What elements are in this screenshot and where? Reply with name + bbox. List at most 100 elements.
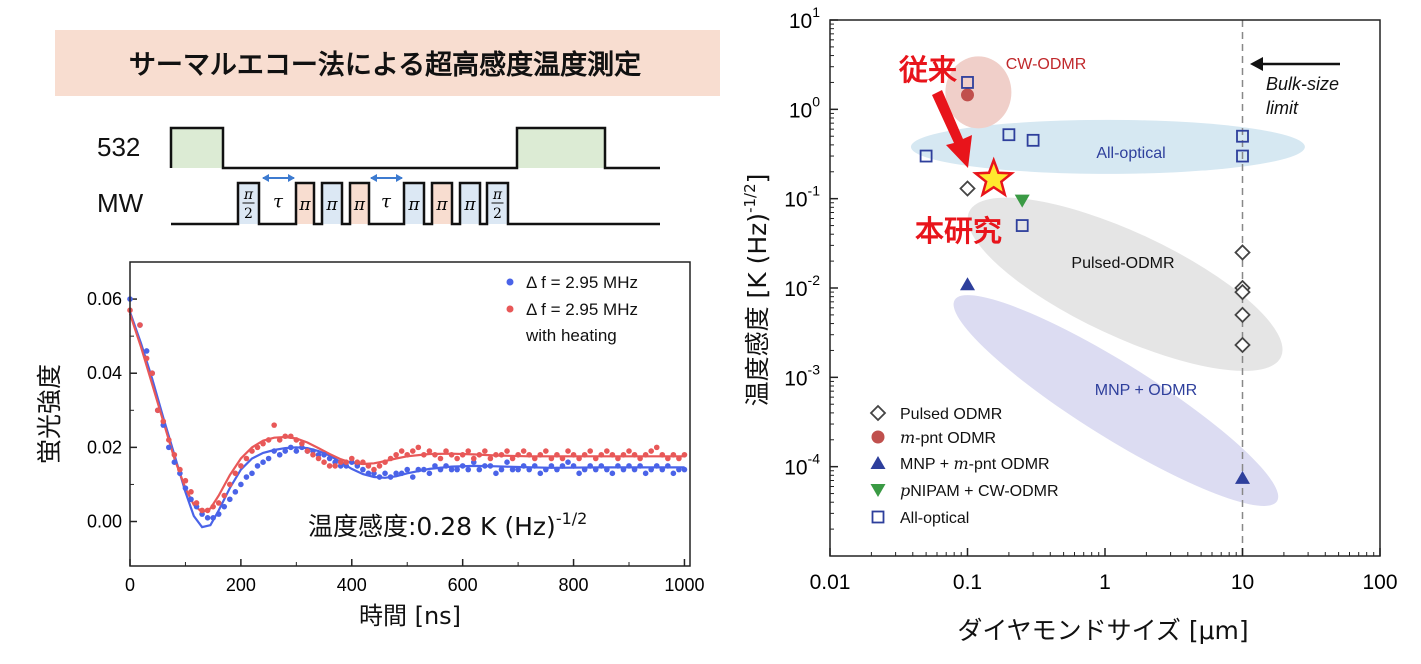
data-point-series-2	[598, 451, 605, 458]
sensitivity-chart: 0.01 0.1 1 10 100 101 100 10-1 10-2 10-3 10-4 CW-O…	[741, 4, 1398, 645]
data-point-series-2	[354, 459, 361, 465]
data-point-series-2	[626, 448, 632, 454]
data-point-series-1	[365, 470, 372, 477]
data-point-series-2	[215, 500, 222, 506]
data-point-series-2	[676, 455, 682, 462]
data-point-series-2	[443, 448, 449, 454]
marker-square-open	[961, 76, 974, 89]
data-point-series-2	[160, 418, 167, 425]
data-point-series-1	[204, 515, 211, 521]
data-point-series-1	[681, 466, 688, 473]
banner: サーマルエコー法による超高感度温度測定	[55, 30, 720, 96]
data-point-series-1	[659, 466, 666, 473]
data-point-series-1	[271, 448, 277, 454]
data-point-series-2	[304, 448, 311, 454]
tau-label-1: τ	[273, 191, 284, 212]
data-point-series-1	[287, 444, 294, 451]
x-tick-label: 800	[559, 575, 589, 595]
marker-diamond-open	[1234, 306, 1251, 324]
data-point-series-2	[360, 459, 366, 465]
data-point-series-1	[543, 466, 549, 473]
legend-label: All-optical	[900, 510, 969, 527]
data-point-series-2	[348, 455, 355, 462]
laser-trace	[169, 126, 660, 170]
mw-pulse-3	[322, 183, 342, 224]
data-point-series-1	[665, 463, 671, 469]
data-point-series-2	[465, 448, 472, 454]
data-point-series-2	[315, 455, 322, 462]
data-point-series-2	[166, 437, 172, 443]
data-point-series-2	[326, 463, 333, 469]
legend-marker-diamond-open	[869, 404, 887, 422]
data-point-series-1	[581, 466, 588, 473]
fit-line-series-1	[128, 311, 685, 529]
mw-pulse-2	[296, 183, 314, 224]
data-point-series-2	[365, 463, 372, 469]
data-point-series-2	[482, 448, 488, 454]
y-tick-label: 0.00	[87, 512, 122, 532]
data-point-series-1	[604, 466, 610, 473]
data-point-series-2	[498, 451, 505, 458]
data-point-series-1	[243, 474, 250, 480]
region-mnp-odmr	[953, 295, 1279, 506]
data-point-series-2	[265, 437, 272, 443]
echo-chart-y-label: 蛍光強度	[35, 364, 64, 464]
data-point-series-1	[620, 466, 627, 473]
data-point-series-1	[676, 466, 682, 473]
data-point-series-1	[443, 463, 449, 469]
marker-diamond-open	[959, 180, 976, 197]
data-point-series-2	[271, 422, 277, 428]
data-point-series-2	[615, 455, 621, 462]
marker-square-open	[1236, 129, 1249, 143]
data-point-series-2	[653, 444, 660, 451]
data-point-series-1	[432, 463, 438, 469]
data-point-series-2	[576, 455, 582, 462]
data-point-series-1	[459, 463, 466, 469]
pi-label: π	[463, 195, 476, 215]
data-point-series-1	[382, 470, 388, 477]
annotation-this-work: 本研究	[915, 214, 1002, 248]
x-tick-label: 0.1	[953, 571, 982, 594]
mw-pulse-labels: π2 π π π π π π π2	[242, 187, 504, 222]
data-point-series-1	[570, 463, 577, 469]
data-point-series-2	[137, 322, 143, 328]
x-tick-label: 400	[337, 575, 367, 595]
data-point-series-2	[421, 451, 427, 458]
data-point-series-2	[509, 455, 516, 462]
data-point-series-1	[642, 470, 649, 477]
marker-square-open	[1026, 133, 1040, 147]
data-point-series-1	[376, 474, 383, 480]
data-point-series-1	[631, 466, 638, 473]
data-point-series-2	[531, 455, 538, 462]
pulse-sequence-diagram: 532 MW π2 π π π π π π π2 τ τ	[97, 126, 660, 226]
data-point-series-2	[426, 448, 433, 454]
data-point-series-2	[537, 451, 544, 458]
marker-square-open	[1236, 149, 1249, 163]
data-point-series-2	[282, 433, 289, 440]
data-point-series-1	[393, 470, 399, 477]
legend-label: pNIPAM + CW-ODMR	[900, 481, 1059, 500]
data-point-series-1	[520, 463, 527, 469]
data-point-series-2	[337, 459, 344, 465]
data-point-series-2	[154, 407, 161, 414]
legend-marker-blue	[506, 278, 514, 286]
data-point-series-1	[615, 463, 621, 469]
banner-background	[55, 30, 720, 96]
data-point-series-1	[321, 451, 327, 458]
data-point-series-2	[188, 489, 194, 495]
data-point-series-1	[448, 466, 455, 473]
region-label-all-optical: All-optical	[1096, 145, 1165, 162]
data-point-series-2	[387, 455, 394, 462]
data-point-series-2	[371, 466, 377, 473]
data-point-series-2	[409, 448, 416, 454]
data-point-series-1	[398, 470, 405, 477]
marker-circle	[961, 88, 974, 102]
data-point-series-2	[210, 503, 216, 510]
data-point-series-2	[548, 455, 555, 462]
region-label-mnp: MNP + ODMR	[1095, 382, 1197, 399]
data-point-series-1	[360, 466, 366, 473]
data-point-series-2	[243, 455, 250, 462]
sensitivity-chart-points	[919, 76, 1251, 484]
data-point-series-1	[260, 459, 266, 465]
data-point-series-2	[642, 451, 649, 458]
